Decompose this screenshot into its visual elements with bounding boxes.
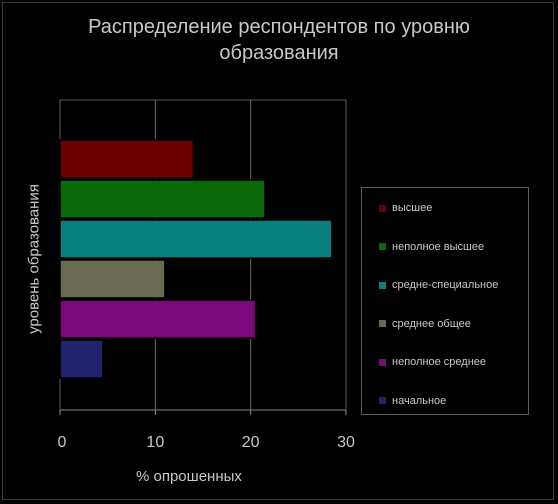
x-axis: 0 10 20 30	[58, 409, 355, 451]
legend-label: неполное среднее	[392, 356, 487, 368]
bar-5	[59, 299, 257, 339]
legend-item: неполное высшее	[378, 239, 484, 255]
x-axis-label: % опрошенных	[136, 468, 242, 485]
bar-6	[59, 339, 104, 379]
legend-label: начальное	[392, 394, 447, 407]
legend-item: среднее общее	[378, 316, 471, 332]
bar-1	[59, 139, 195, 179]
x-tick-label: 0	[58, 434, 67, 451]
legend-label: неполное высшее	[392, 240, 485, 253]
x-tick-label: 30	[337, 434, 355, 451]
legend-label: среднее общее	[392, 317, 471, 330]
x-tick-label: 20	[242, 434, 260, 451]
x-tick-label: 10	[146, 434, 164, 451]
legend-swatch	[378, 357, 387, 367]
legend-item: неполное среднее	[378, 354, 486, 370]
bar-2	[59, 179, 266, 219]
legend-label: высшее	[392, 202, 433, 214]
legend-item: начальное	[378, 393, 446, 409]
chart-title-line-1: Распределение респондентов по уровню	[88, 16, 470, 38]
legend-label: средне-специальное	[392, 279, 499, 291]
legend-swatch	[378, 242, 387, 251]
legend-item: средне-специальное	[378, 277, 498, 293]
legend-swatch	[378, 396, 387, 405]
bar-4	[59, 259, 166, 299]
chart-frame	[2, 2, 554, 500]
legend-swatch	[378, 203, 387, 213]
legend: высшее неполное высшее средне-специальное с…	[361, 187, 529, 415]
bar-3	[59, 219, 333, 259]
legend-swatch	[378, 319, 387, 328]
legend-swatch	[378, 280, 387, 290]
legend-item: высшее	[378, 200, 432, 216]
y-axis-label: уровень образования	[25, 184, 43, 334]
bars-group	[59, 139, 333, 379]
chart-title-line-2: образования	[219, 42, 339, 64]
